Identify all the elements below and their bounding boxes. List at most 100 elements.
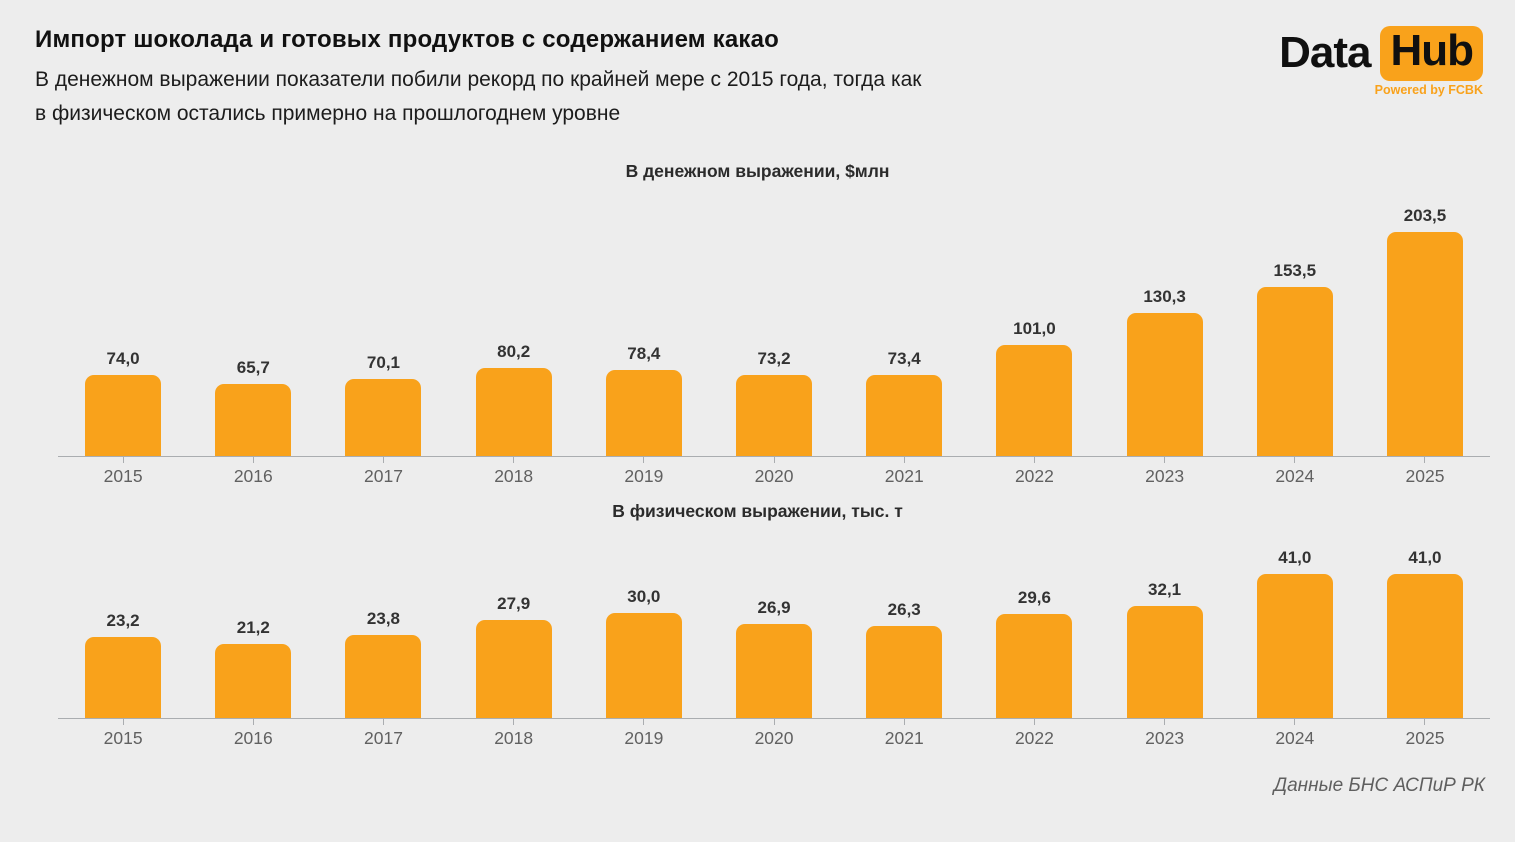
bar-value-label: 130,3 <box>1143 287 1186 307</box>
year-label: 2025 <box>1405 466 1445 487</box>
chart-volume-bars: 23,2 21,2 23,8 27,9 30,0 26,9 26,3 29,6 32,1 41,0… <box>58 530 1490 719</box>
axis-tick-cell <box>318 719 448 726</box>
chart-volume-ticks <box>58 719 1490 726</box>
axis-tick <box>903 457 905 464</box>
bar-column: 70,1 <box>318 353 448 457</box>
bar-value-label: 78,4 <box>627 344 661 364</box>
source-note: Данные БНС АСПиР РК <box>1273 775 1485 797</box>
axis-tick <box>1294 719 1296 726</box>
chart-money: 74,0 65,7 70,1 80,2 78,4 73,2 73,4 101,0 130,3 15… <box>58 188 1490 487</box>
page-subtitle-line-1: В денежном выражении показатели побили р… <box>35 68 922 91</box>
bar <box>215 384 292 457</box>
datahub-logo-row: Data Hub <box>1279 26 1483 81</box>
bar-column: 27,9 <box>449 594 579 719</box>
chart-money-axis-line <box>58 456 1490 458</box>
bar-value-label: 65,7 <box>236 358 270 378</box>
bar <box>605 613 682 719</box>
axis-tick-cell <box>58 457 188 464</box>
year-label: 2020 <box>754 728 794 749</box>
bar-column: 29,6 <box>969 588 1099 719</box>
bar <box>1386 232 1463 457</box>
axis-tick <box>903 719 905 726</box>
axis-tick-cell <box>188 719 318 726</box>
axis-tick <box>1033 719 1035 726</box>
bar <box>215 644 292 719</box>
bar-column: 130,3 <box>1100 287 1230 457</box>
page-title: Импорт шоколада и готовых продуктов с со… <box>35 26 779 53</box>
bar <box>605 370 682 457</box>
axis-tick <box>382 457 384 464</box>
axis-tick <box>773 719 775 726</box>
axis-tick <box>643 457 645 464</box>
year-label: 2024 <box>1275 466 1315 487</box>
bar <box>475 620 552 719</box>
page-subtitle: В денежном выражении показатели побили р… <box>35 63 921 131</box>
bar-column: 73,2 <box>709 349 839 457</box>
axis-tick-cell <box>709 719 839 726</box>
chart-volume: 23,2 21,2 23,8 27,9 30,0 26,9 26,3 29,6 32,1 41,0… <box>58 530 1490 749</box>
axis-tick-cell <box>188 457 318 464</box>
bar-column: 41,0 <box>1230 548 1360 719</box>
bar-value-label: 101,0 <box>1013 319 1056 339</box>
chart-money-year-labels: 2015 2016 2017 2018 2019 2020 2021 2022 2023 2024… <box>58 463 1490 487</box>
year-label: 2016 <box>233 728 273 749</box>
year-label: 2016 <box>233 466 273 487</box>
bar <box>866 375 943 457</box>
axis-tick-cell <box>1360 457 1490 464</box>
bar <box>996 345 1073 457</box>
axis-tick <box>1164 457 1166 464</box>
bar-column: 65,7 <box>188 358 318 457</box>
bar <box>996 614 1073 719</box>
axis-tick-cell <box>839 719 969 726</box>
bar-value-label: 74,0 <box>106 349 140 369</box>
bar-column: 41,0 <box>1360 548 1490 719</box>
logo-hub-badge: Hub <box>1380 26 1483 81</box>
bar <box>85 637 162 719</box>
axis-tick <box>513 457 515 464</box>
year-label: 2021 <box>884 466 924 487</box>
year-label: 2020 <box>754 466 794 487</box>
bar-value-label: 203,5 <box>1403 206 1447 226</box>
headings-block: Импорт шоколада и готовых продуктов с со… <box>35 26 921 131</box>
bar-column: 32,1 <box>1100 580 1230 719</box>
bar-column: 80,2 <box>449 342 579 457</box>
axis-tick <box>513 719 515 726</box>
bar <box>1256 287 1333 457</box>
year-label: 2015 <box>103 466 143 487</box>
bar <box>85 375 162 457</box>
axis-tick <box>122 457 124 464</box>
bar-column: 26,9 <box>709 598 839 719</box>
chart-volume-axis-line <box>58 718 1490 720</box>
bar <box>1256 574 1333 719</box>
bar-value-label: 29,6 <box>1017 588 1051 608</box>
bar-value-label: 26,9 <box>757 598 791 618</box>
bar-value-label: 80,2 <box>497 342 531 362</box>
chart-money-bars: 74,0 65,7 70,1 80,2 78,4 73,2 73,4 101,0 130,3 15… <box>58 188 1490 457</box>
year-label: 2021 <box>884 728 924 749</box>
axis-tick <box>252 719 254 726</box>
axis-tick <box>773 457 775 464</box>
bar-column: 23,2 <box>58 611 188 719</box>
axis-tick-cell <box>1100 457 1230 464</box>
bar <box>1126 313 1203 457</box>
axis-tick <box>643 719 645 726</box>
chart-money-ticks <box>58 457 1490 464</box>
axis-tick-cell <box>579 719 709 726</box>
bar-column: 78,4 <box>579 344 709 457</box>
bar-column: 30,0 <box>579 587 709 719</box>
bar <box>736 375 813 457</box>
bar-column: 101,0 <box>969 319 1099 457</box>
axis-tick-cell <box>579 457 709 464</box>
bar-column: 26,3 <box>839 600 969 719</box>
bar-value-label: 41,0 <box>1278 548 1312 568</box>
datahub-logo: Data Hub Powered by FCBK <box>1279 26 1487 97</box>
bar-value-label: 73,2 <box>757 349 791 369</box>
year-label: 2022 <box>1014 728 1054 749</box>
chart-title-money: В денежном выражении, $млн <box>625 161 890 182</box>
axis-tick-cell <box>449 457 579 464</box>
axis-tick <box>382 719 384 726</box>
logo-tagline: Powered by FCBK <box>1374 82 1483 97</box>
axis-tick <box>1424 457 1426 464</box>
year-label: 2025 <box>1405 728 1445 749</box>
bar <box>736 624 813 719</box>
